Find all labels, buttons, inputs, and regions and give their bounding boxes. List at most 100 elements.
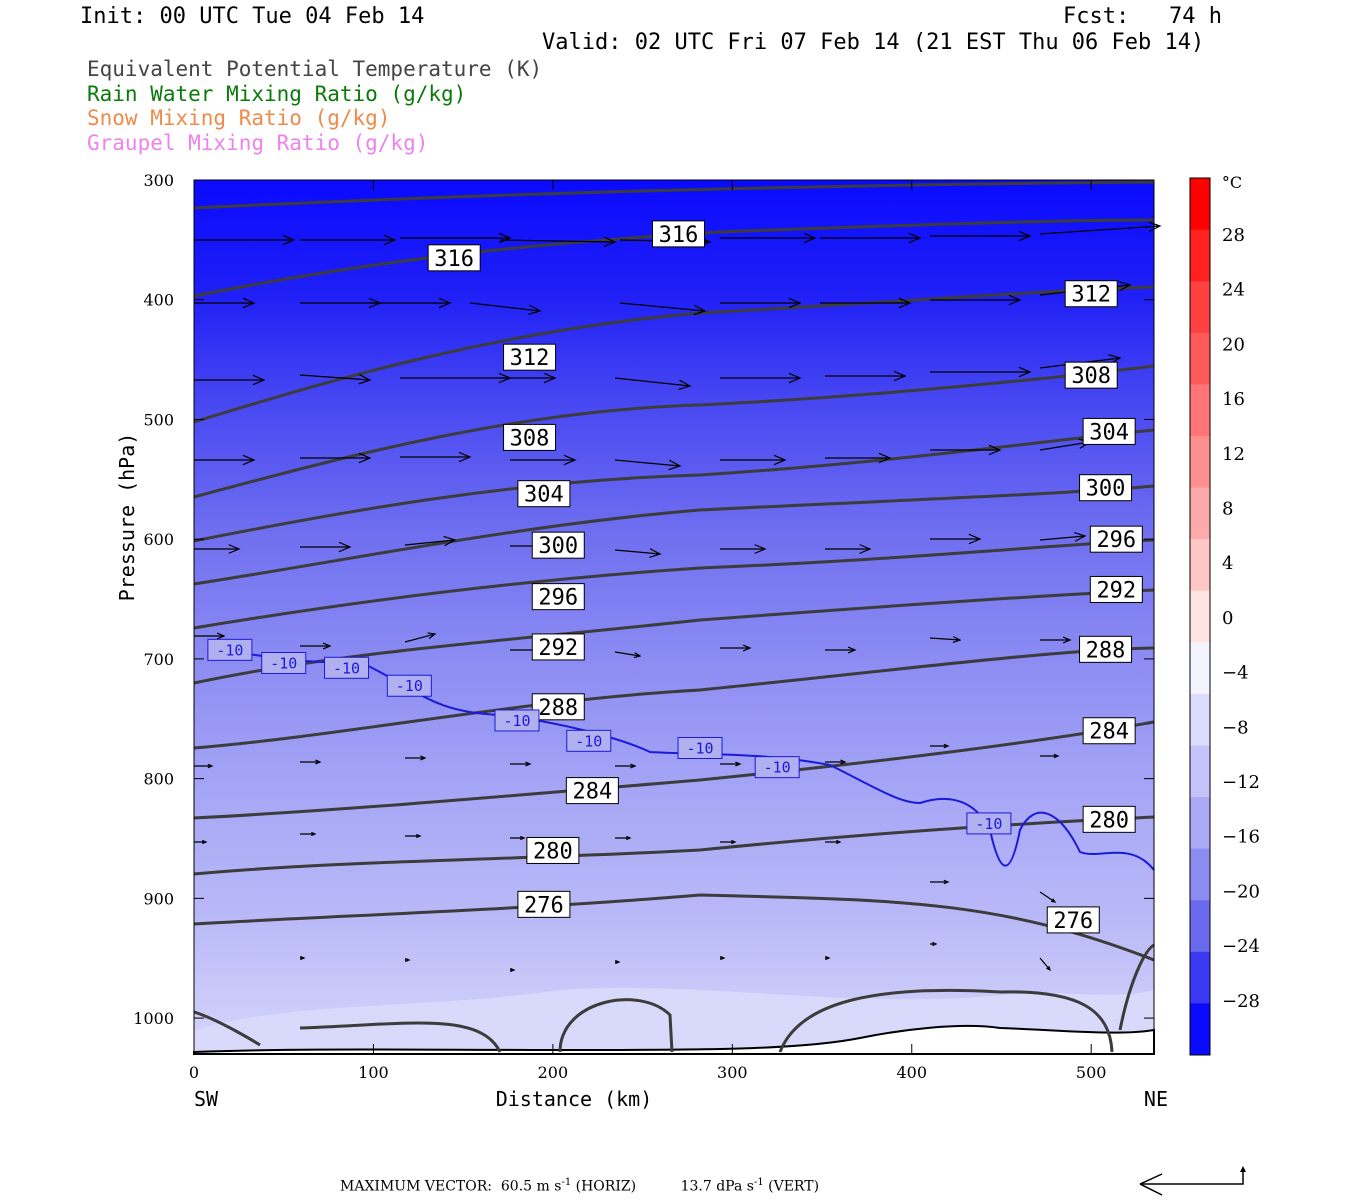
theta-e-label: 300 [1079,474,1133,502]
theta-e-label-text: 276 [1053,909,1093,934]
circulation-vector [300,759,322,765]
isotherm-label: -10 [386,674,432,697]
theta-e-label: 280 [526,836,580,864]
circulation-vector [469,302,542,315]
theta-e-label-box [1046,906,1100,934]
y-tick-label: 900 [143,889,174,908]
theta-e-label-text: 292 [538,636,578,661]
horiz-vector-value: 60.5 m s [500,1178,562,1195]
circulation-vector [405,957,411,963]
theta-e-label-box [517,890,571,918]
horiz-tag: (HORIZ) [575,1178,637,1195]
x-tick-label: 100 [358,1063,389,1082]
theta-e-label-text: 292 [1096,578,1136,603]
circulation-vector [720,454,787,466]
isotherm-label-box [386,674,432,697]
theta-e-label-text: 288 [538,696,578,721]
theta-e-label-box [526,836,580,864]
colorbar-label: −8 [1222,717,1249,738]
vert-exponent: -1 [753,1177,764,1188]
colorbar-label: −16 [1222,827,1260,848]
circulation-vector [820,297,912,309]
theta-e-label: 276 [1046,906,1100,934]
isotherm-label-text: -10 [396,677,423,695]
theta-e-contour [193,180,1155,210]
circulation-vector [1039,891,1057,903]
theta-e-label: 308 [503,423,557,451]
theta-e-contour [193,484,1155,586]
colorbar-segment [1190,281,1210,334]
legend-rain: Rain Water Mixing Ratio (g/kg) [87,82,467,106]
colorbar-label: −24 [1222,936,1260,957]
theta-e-contour [193,218,1155,298]
theta-e-label-box [651,220,705,248]
circulation-vector [194,544,241,554]
theta-e-label-box [1079,474,1133,502]
theta-e-label-text: 304 [524,483,564,508]
forecast-hour: Fcst: 74 h [1063,4,1222,29]
circulation-vector [404,632,437,643]
colorbar-segment [1190,384,1210,437]
theta-e-label-text: 284 [572,780,612,805]
isotherm-label: -10 [677,737,723,760]
sw-label: SW [194,1087,219,1111]
circulation-vector [1039,957,1051,972]
circulation-vector [614,459,682,471]
theta-e-label-text: 316 [434,247,474,272]
colorbar-segment [1190,229,1210,282]
colorbar-segment [1190,332,1210,385]
circulation-vector [300,541,352,553]
plot-frame [193,179,1155,1055]
colorbar-label: 20 [1222,334,1245,355]
colorbar-segment [1190,435,1210,489]
isotherm-label-text: -10 [686,740,713,758]
theta-e-label-box [503,423,557,451]
isotherm-label-text: -10 [270,654,297,672]
circulation-vector [930,941,938,947]
theta-e-label: 280 [1082,805,1136,833]
circulation-vector [300,642,332,650]
theta-e-contour [193,428,1155,543]
circulation-vector [370,297,452,309]
circulation-vector [825,452,892,464]
temperature-field [194,180,1154,1054]
isotherm-label-text: -10 [503,712,530,730]
y-tick-label: 500 [143,410,174,429]
circulation-vector [825,759,847,765]
theta-e-label-text: 296 [538,586,578,611]
theta-e-label: 276 [517,890,571,918]
colorbar-segment [1190,797,1210,850]
theta-e-label-box [531,633,585,661]
circulation-vector [825,955,831,961]
theta-e-label-text: 284 [1089,720,1129,745]
terrain [193,1024,1155,1055]
isotherm-label-text: -10 [575,732,602,750]
circulation-vector [510,454,577,466]
x-tick-label: 500 [1076,1063,1107,1082]
circulation-vector [614,651,642,659]
x-tick-label: 200 [538,1063,569,1082]
valid-time: Valid: 02 UTC Fri 07 Feb 14 (21 EST Thu … [542,30,1205,55]
isotherm-label-box [677,737,723,760]
y-tick-label: 300 [143,171,174,190]
colorbar-segment [1190,848,1210,901]
theta-e-label-box [531,693,585,721]
circulation-vector [300,955,306,961]
circulation-vector [405,755,427,761]
theta-e-label-text: 276 [524,893,564,918]
theta-e-label-text: 316 [659,223,699,248]
theta-e-label-text: 300 [1086,477,1126,502]
theta-e-label-text: 300 [538,534,578,559]
circulation-vector [720,372,802,384]
circulation-vector [300,452,372,464]
isotherm-label-box [261,651,307,674]
circulation-vector [1039,221,1162,235]
circulation-vector [194,839,208,845]
circulation-vector [615,959,621,965]
vert-tag: (VERT) [768,1178,820,1195]
theta-e-label-box [1082,717,1136,745]
circulation-vector [194,632,226,640]
colorbar-label: −28 [1222,991,1260,1012]
x-axis-label: Distance (km) [496,1087,653,1111]
colorbar-label: 28 [1222,225,1245,246]
